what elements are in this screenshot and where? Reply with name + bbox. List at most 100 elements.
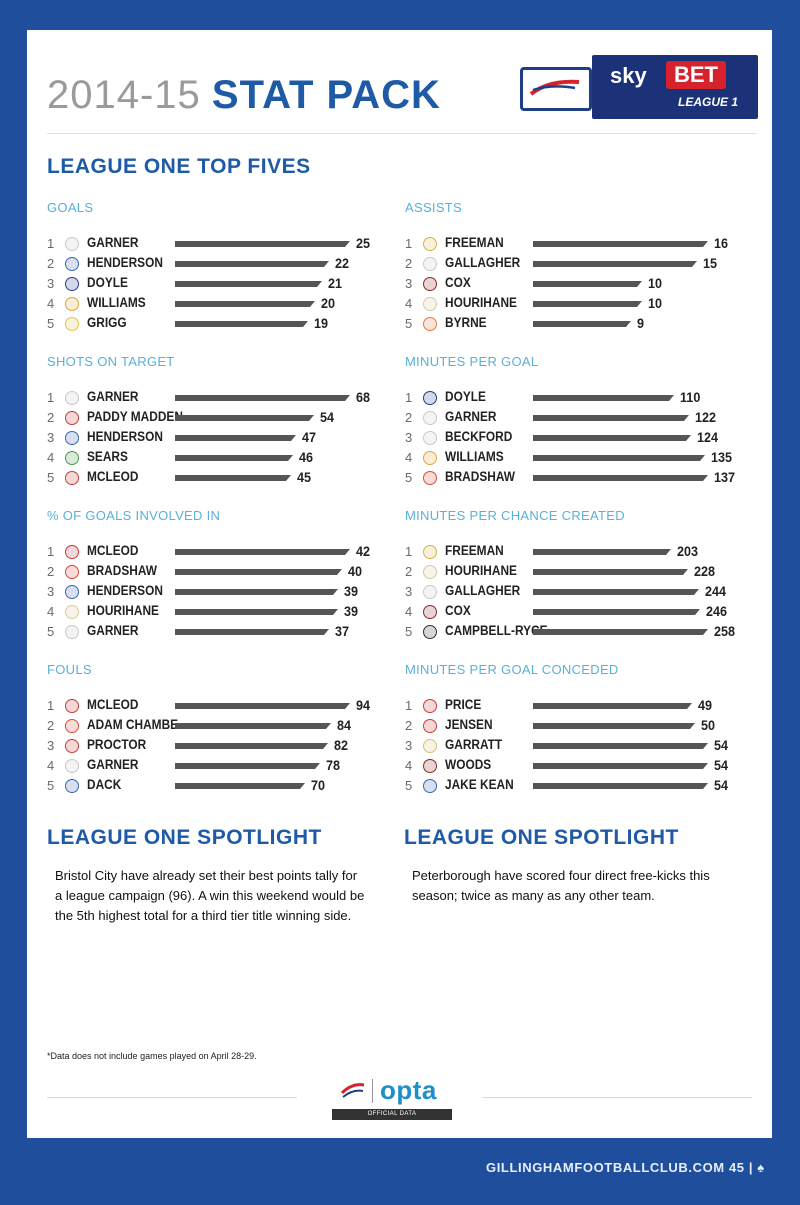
rank-number: 2 — [47, 564, 55, 579]
stat-value: 42 — [356, 543, 371, 559]
player-name: HENDERSON — [87, 255, 163, 270]
table-row: 3 HENDERSON 47 — [47, 428, 387, 448]
player-name: BRADSHAW — [87, 563, 157, 578]
title-main: STAT PACK — [211, 73, 441, 117]
rank-number: 4 — [405, 296, 413, 311]
table-row: 4 WILLIAMS 20 — [47, 294, 387, 314]
title-year: 2014-15 — [47, 73, 201, 117]
rank-number: 2 — [405, 718, 413, 733]
data-footnote: *Data does not include games played on A… — [47, 1051, 257, 1061]
stat-value: 54 — [714, 737, 729, 753]
stat-value: 21 — [328, 275, 343, 291]
club-crest-icon — [65, 277, 79, 291]
value-bar — [533, 455, 705, 461]
player-name: PADDY MADDEN — [87, 409, 183, 424]
value-bar — [533, 629, 708, 635]
table-row: 4 HOURIHANE 39 — [47, 602, 387, 622]
table-row: 5 DACK 70 — [47, 776, 387, 796]
stat-value: 244 — [705, 583, 727, 599]
table-row: 1 GARNER 25 — [47, 234, 387, 254]
player-name: GARNER — [87, 389, 139, 404]
club-crest-icon — [65, 317, 79, 331]
player-name: HOURIHANE — [87, 603, 159, 618]
player-name: GALLAGHER — [445, 583, 521, 598]
club-crest-icon — [65, 391, 79, 405]
stat-value: 68 — [356, 389, 371, 405]
player-name: HOURIHANE — [445, 563, 517, 578]
player-name: CAMPBELL-RYCE — [445, 623, 548, 638]
club-crest-icon — [423, 431, 437, 445]
rank-number: 5 — [405, 778, 413, 793]
club-crest-icon — [423, 317, 437, 331]
table-row: 4 WILLIAMS 135 — [405, 448, 745, 468]
table-row: 1 FREEMAN 203 — [405, 542, 745, 562]
player-name: HENDERSON — [87, 429, 163, 444]
player-name: GARNER — [87, 235, 139, 250]
player-name: GARNER — [87, 757, 139, 772]
rank-number: 3 — [47, 738, 55, 753]
player-name: BRADSHAW — [445, 469, 515, 484]
club-crest-icon — [65, 605, 79, 619]
table-row: 3 COX 10 — [405, 274, 745, 294]
stat-value: 82 — [334, 737, 349, 753]
brand-league-text: LEAGUE 1 — [678, 95, 739, 109]
value-bar — [175, 455, 293, 461]
rank-number: 1 — [47, 544, 55, 559]
value-bar — [175, 549, 350, 555]
table-title: FOULS — [47, 662, 92, 677]
club-crest-icon — [423, 739, 437, 753]
stat-value: 46 — [299, 449, 314, 465]
player-name: WILLIAMS — [445, 449, 504, 464]
club-crest-icon — [423, 391, 437, 405]
table-title: MINUTES PER GOAL CONCEDED — [405, 662, 619, 677]
value-bar — [533, 783, 708, 789]
rank-number: 1 — [405, 698, 413, 713]
stat-value: 203 — [677, 543, 699, 559]
club-crest-icon — [65, 451, 79, 465]
value-bar — [175, 475, 291, 481]
table-row: 2 HENDERSON 22 — [47, 254, 387, 274]
rank-number: 2 — [47, 256, 55, 271]
club-crest-icon — [423, 625, 437, 639]
rank-number: 4 — [47, 604, 55, 619]
player-name: GARRATT — [445, 737, 503, 752]
value-bar — [175, 301, 315, 307]
player-name: JENSEN — [445, 717, 493, 732]
sky-bet-league-1-logo: sky BET LEAGUE 1 — [520, 55, 758, 119]
opta-divider — [372, 1079, 373, 1103]
table-row: 5 JAKE KEAN 54 — [405, 776, 745, 796]
stat-value: 25 — [356, 235, 371, 251]
value-bar — [175, 569, 342, 575]
stat-value: 40 — [348, 563, 363, 579]
table-row: 5 GARNER 37 — [47, 622, 387, 642]
value-bar — [175, 261, 329, 267]
club-crest-icon — [423, 719, 437, 733]
table-row: 3 GALLAGHER 244 — [405, 582, 745, 602]
table-row: 1 MCLEOD 42 — [47, 542, 387, 562]
value-bar — [175, 281, 322, 287]
stat-value: 70 — [311, 777, 326, 793]
player-name: PRICE — [445, 697, 482, 712]
player-name: COX — [445, 603, 471, 618]
rank-number: 2 — [405, 564, 413, 579]
rank-number: 3 — [405, 738, 413, 753]
player-name: BECKFORD — [445, 429, 513, 444]
stat-value: 110 — [680, 389, 701, 405]
table-row: 3 DOYLE 21 — [47, 274, 387, 294]
divider-right — [482, 1097, 752, 1098]
club-crest-icon — [65, 779, 79, 793]
club-crest-icon — [65, 257, 79, 271]
rank-number: 5 — [47, 470, 55, 485]
header-divider — [47, 133, 757, 134]
value-bar — [175, 783, 305, 789]
player-name: GALLAGHER — [445, 255, 521, 270]
club-crest-icon — [423, 277, 437, 291]
value-bar — [533, 609, 700, 615]
value-bar — [175, 321, 308, 327]
club-crest-icon — [65, 431, 79, 445]
rank-number: 1 — [405, 236, 413, 251]
value-bar — [175, 435, 296, 441]
value-bar — [175, 415, 314, 421]
club-crest-icon — [423, 257, 437, 271]
rank-number: 3 — [405, 430, 413, 445]
